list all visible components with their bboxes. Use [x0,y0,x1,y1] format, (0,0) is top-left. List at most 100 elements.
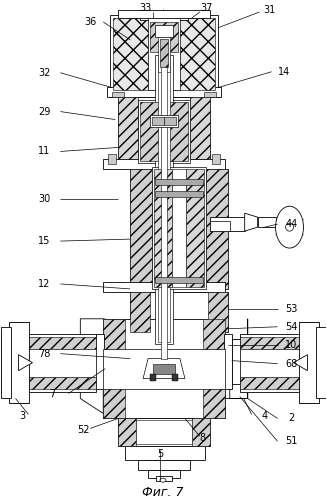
Bar [210,221,230,231]
Text: 68: 68 [285,358,298,368]
Text: 12: 12 [38,279,51,289]
Polygon shape [80,319,130,414]
Bar [103,348,225,389]
Bar [9,322,28,404]
Bar [204,92,216,96]
Bar [172,170,186,287]
Bar [118,10,210,18]
Bar [206,170,228,289]
Bar [158,57,170,342]
Bar [169,18,215,90]
Bar [148,470,180,478]
Ellipse shape [160,478,166,482]
Text: 11: 11 [38,146,51,156]
Text: 14: 14 [278,66,291,76]
Bar [152,168,206,289]
Ellipse shape [285,223,294,231]
Bar [212,154,220,164]
Bar [155,277,203,283]
Text: 7: 7 [49,388,56,398]
Bar [168,102,188,162]
Bar [130,292,150,332]
Text: 51: 51 [285,436,298,446]
Bar [150,22,178,52]
Bar [103,160,225,170]
Bar [300,322,319,404]
Bar [112,92,124,96]
Bar [232,338,240,384]
Text: 37: 37 [201,3,213,13]
Bar [107,86,221,97]
Text: 30: 30 [38,194,51,204]
Bar [125,446,205,460]
Bar [190,96,210,166]
Bar [150,114,178,126]
Polygon shape [245,213,258,231]
Text: 5: 5 [157,450,163,460]
Text: 44: 44 [285,219,298,229]
Bar [317,327,326,398]
Text: 36: 36 [84,17,96,27]
Bar [108,154,116,164]
Bar [258,217,276,227]
Bar [1,334,96,392]
Text: 2: 2 [288,414,295,424]
Bar [203,319,225,418]
Bar [118,96,210,166]
Polygon shape [294,354,307,370]
Bar [88,338,96,384]
Bar [113,18,159,90]
Bar [240,334,326,392]
Polygon shape [172,374,178,380]
Text: Фиг. 7: Фиг. 7 [142,486,184,498]
Bar [138,100,190,164]
Text: 8: 8 [200,434,206,444]
Bar [130,170,152,289]
Bar [160,39,168,66]
Bar [103,319,225,418]
Bar [110,15,218,96]
Bar [154,170,172,287]
Bar [148,18,180,90]
Text: 53: 53 [285,304,298,314]
Bar [118,96,138,166]
Polygon shape [150,374,156,380]
Bar [1,336,96,348]
Bar [103,282,225,292]
Bar [96,334,104,388]
Bar [240,348,326,376]
Text: 4: 4 [262,412,268,422]
Text: 78: 78 [38,348,51,358]
Text: 15: 15 [38,236,51,246]
Bar [118,418,210,446]
Text: 33: 33 [139,3,151,13]
Bar [224,334,232,388]
Bar [155,25,173,37]
Bar [1,376,96,388]
Bar [103,319,125,418]
Bar [210,217,245,231]
Polygon shape [210,319,248,414]
Bar [1,348,96,376]
Text: 52: 52 [77,426,90,436]
Bar [155,180,203,186]
Bar [130,170,228,289]
Bar [140,102,160,162]
Bar [240,376,326,388]
Polygon shape [143,358,185,378]
Bar [240,336,326,348]
Text: 3: 3 [20,412,26,422]
Text: 32: 32 [38,68,51,78]
Bar [152,116,164,124]
Bar [153,364,175,374]
Bar [136,420,192,444]
Bar [158,37,170,72]
Polygon shape [19,354,32,370]
Bar [140,12,188,20]
Bar [1,327,10,398]
Text: 10: 10 [285,340,298,349]
Bar [155,55,173,344]
Bar [130,292,228,332]
Ellipse shape [276,206,303,248]
Bar [156,476,172,481]
